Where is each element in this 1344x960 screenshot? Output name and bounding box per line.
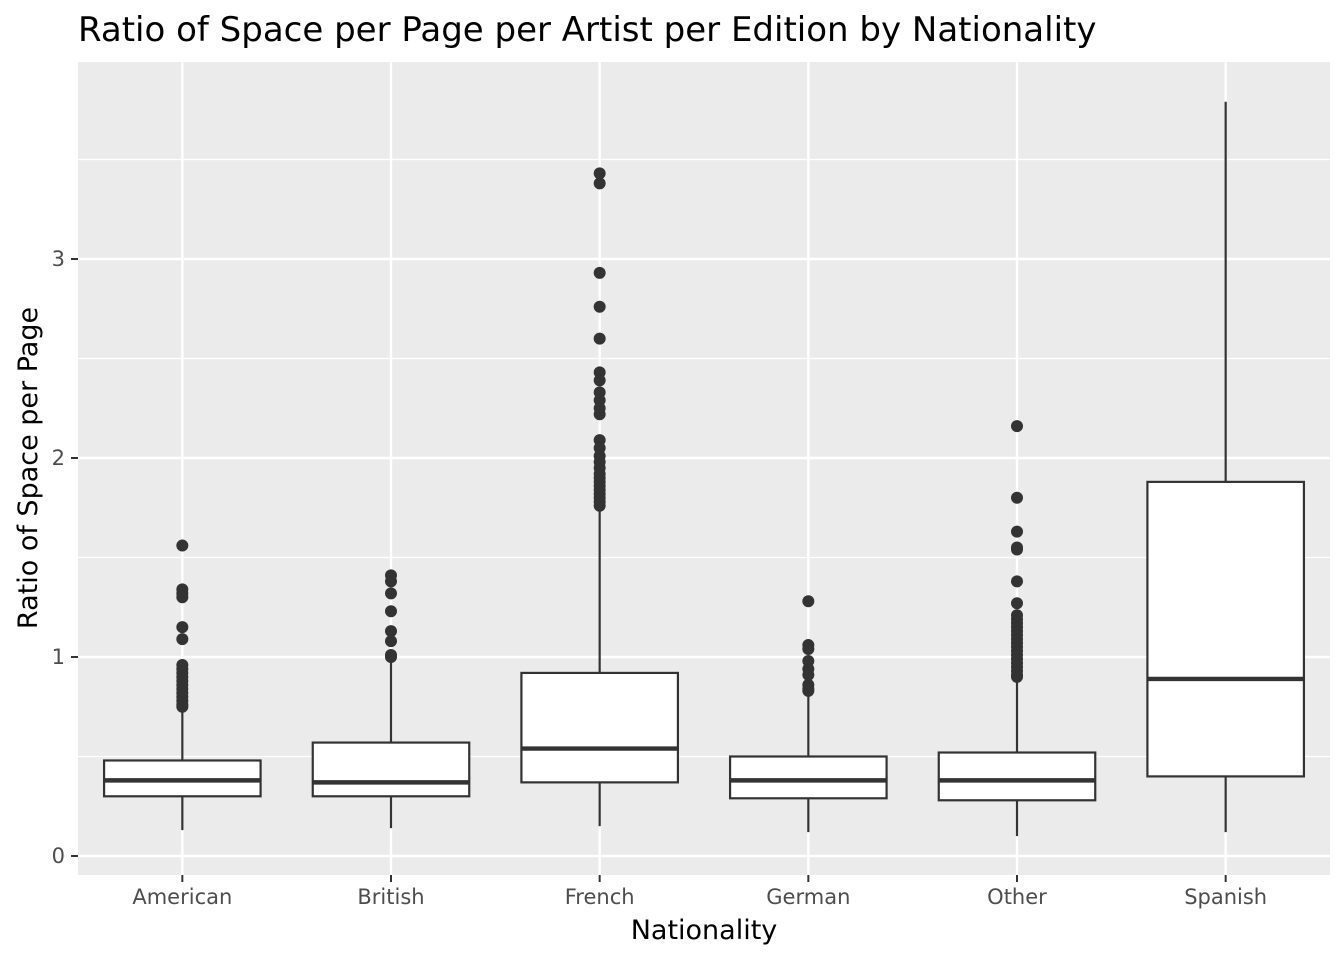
outlier-point — [1011, 597, 1023, 610]
outlier-point — [1011, 491, 1023, 504]
outlier-point — [1011, 525, 1023, 538]
box-german — [728, 595, 888, 833]
x-tick-label: British — [357, 885, 424, 909]
box-american — [102, 539, 262, 831]
outlier-point — [593, 177, 606, 190]
box-spanish — [1146, 101, 1306, 833]
outlier-point — [593, 408, 606, 421]
box-other — [937, 420, 1097, 837]
x-axis-title: Nationality — [631, 915, 778, 946]
plot-panel — [78, 62, 1330, 875]
outlier-point — [176, 539, 189, 552]
outlier-point — [176, 700, 189, 713]
outlier-point — [176, 621, 189, 634]
box-french — [520, 167, 680, 827]
outlier-point — [385, 651, 397, 663]
outlier-point — [802, 595, 815, 608]
iqr-box — [520, 671, 680, 784]
box-layer — [102, 101, 1306, 837]
y-tick-label: 3 — [52, 247, 65, 271]
iqr-box — [1146, 480, 1306, 778]
outlier-point — [593, 266, 606, 279]
y-tick-label: 1 — [52, 645, 65, 669]
x-tick-label: Spanish — [1184, 885, 1267, 909]
iqr-box — [728, 755, 888, 800]
outlier-point — [802, 668, 815, 681]
outlier-point — [593, 332, 606, 345]
outlier-point — [385, 587, 397, 600]
axis-layer: 0 1 2 3 American British French German Other Span… — [52, 247, 1268, 909]
iqr-box — [937, 751, 1097, 802]
outlier-point — [593, 300, 606, 313]
outlier-point — [1011, 575, 1023, 588]
outlier-point — [1011, 670, 1023, 683]
y-tick-label: 0 — [52, 844, 65, 868]
outlier-point — [1011, 543, 1023, 556]
outlier-point — [385, 575, 397, 588]
outlier-point — [385, 635, 397, 648]
iqr-box — [311, 741, 471, 798]
x-tick-label: French — [565, 885, 635, 909]
outlier-point — [593, 374, 606, 387]
x-tick-label: German — [766, 885, 850, 909]
x-tick-label: Other — [987, 885, 1047, 909]
outlier-point — [176, 591, 189, 604]
outlier-point — [176, 633, 189, 646]
outlier-point — [385, 625, 397, 638]
y-axis-title: Ratio of Space per Page — [13, 307, 44, 629]
outlier-point — [593, 167, 606, 180]
outlier-point — [802, 684, 815, 697]
box-british — [311, 569, 471, 829]
chart-title: Ratio of Space per Page per Artist per E… — [78, 10, 1096, 50]
outlier-point — [1011, 420, 1023, 433]
outlier-point — [802, 643, 815, 656]
x-tick-label: American — [132, 885, 232, 909]
outlier-point — [593, 499, 606, 512]
outlier-point — [385, 605, 397, 618]
y-tick-label: 2 — [52, 446, 65, 470]
